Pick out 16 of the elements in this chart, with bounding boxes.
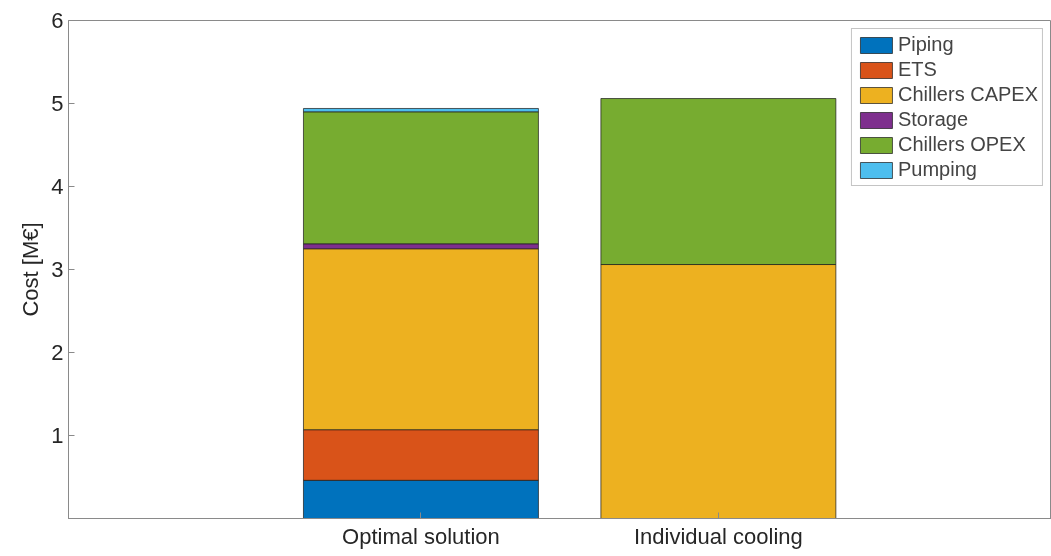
- bar: [303, 111, 539, 245]
- legend-label: Piping: [897, 33, 954, 56]
- legend-label: Storage: [897, 108, 969, 131]
- y-tick-label: 5: [51, 91, 64, 116]
- y-tick-label: 1: [51, 423, 64, 448]
- x-tick-label: Optimal solution: [342, 523, 500, 549]
- legend-label: Chillers OPEX: [897, 133, 1026, 156]
- y-tick-label: 4: [51, 174, 64, 199]
- legend-label: Pumping: [897, 158, 977, 181]
- y-tick-label: 6: [51, 8, 64, 33]
- legend-label: ETS: [897, 58, 937, 81]
- y-tick-label: 2: [51, 340, 64, 365]
- y-tick-label: 3: [51, 257, 64, 282]
- legend-label: Chillers CAPEX: [897, 83, 1038, 106]
- y-axis-title: Cost [M€]: [18, 222, 44, 317]
- x-tick-label: Individual cooling: [633, 523, 803, 549]
